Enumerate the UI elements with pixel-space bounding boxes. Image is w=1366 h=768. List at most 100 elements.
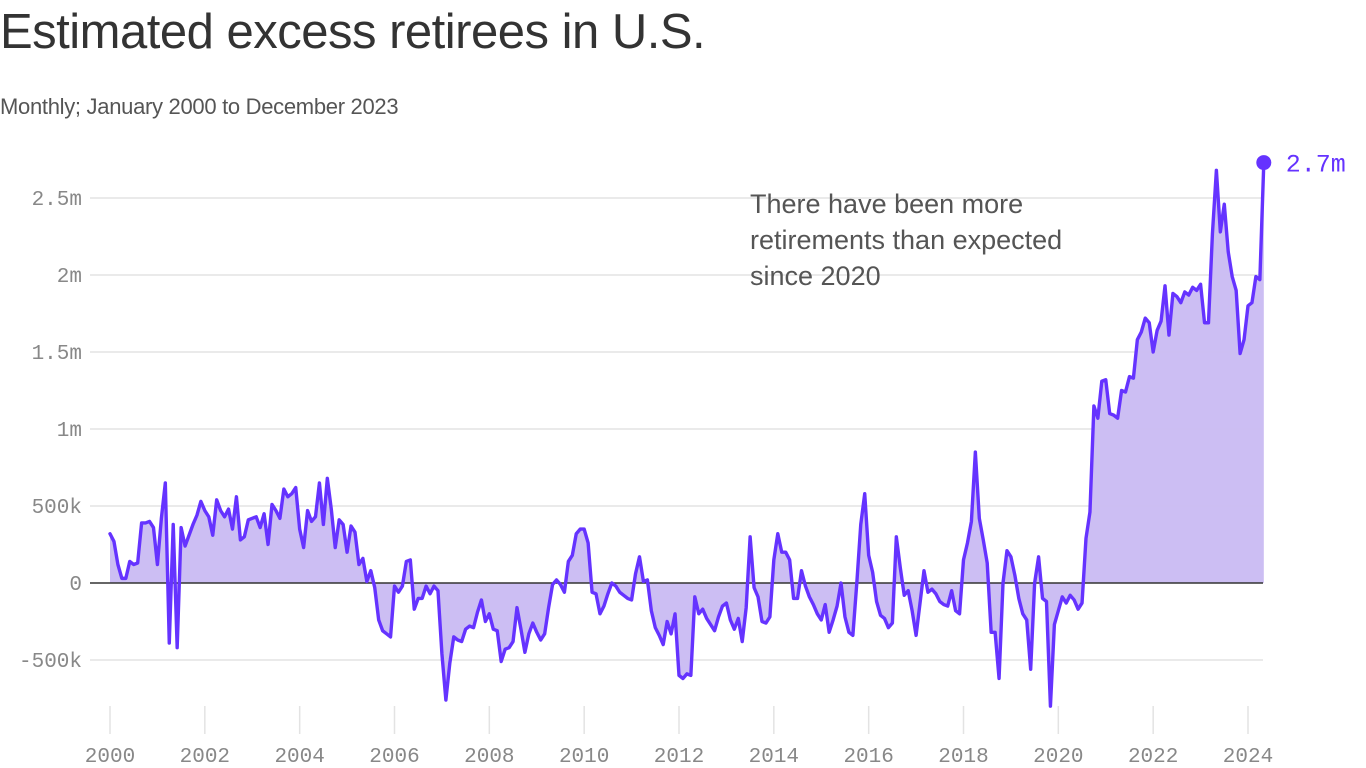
data-point <box>1187 293 1191 297</box>
data-point <box>1048 704 1052 708</box>
data-point <box>1238 352 1242 356</box>
data-point <box>349 524 353 528</box>
data-point <box>863 492 867 496</box>
data-point <box>673 612 677 616</box>
data-point <box>1084 536 1088 540</box>
data-point <box>756 595 760 599</box>
data-point <box>886 626 890 630</box>
data-point <box>962 558 966 562</box>
x-tick-label: 2014 <box>749 746 799 768</box>
y-tick-label: 1m <box>57 420 82 443</box>
data-point <box>1041 596 1045 600</box>
data-point <box>594 592 598 596</box>
data-point <box>693 595 697 599</box>
data-point <box>183 544 187 548</box>
data-point <box>744 606 748 610</box>
data-point <box>938 599 942 603</box>
data-point <box>555 578 559 582</box>
data-point <box>1088 510 1092 514</box>
data-point <box>792 596 796 600</box>
data-point <box>171 522 175 526</box>
data-point <box>748 535 752 539</box>
data-point <box>337 518 341 522</box>
data-point <box>942 603 946 607</box>
data-point <box>523 650 527 654</box>
data-point <box>230 527 234 531</box>
data-point <box>1246 304 1250 308</box>
data-point <box>132 563 136 567</box>
data-point <box>985 561 989 565</box>
data-point <box>847 630 851 634</box>
data-point <box>1096 416 1100 420</box>
data-point <box>215 498 219 502</box>
data-point <box>1199 282 1203 286</box>
data-point <box>839 581 843 585</box>
data-point <box>393 584 397 588</box>
data-point <box>1017 596 1021 600</box>
data-point <box>223 515 227 519</box>
data-point <box>677 673 681 677</box>
data-point <box>728 618 732 622</box>
data-point <box>148 519 152 523</box>
data-point <box>155 563 159 567</box>
data-point <box>807 595 811 599</box>
data-point <box>227 507 231 511</box>
data-point <box>1171 291 1175 295</box>
data-point <box>867 553 871 557</box>
data-point <box>432 584 436 588</box>
data-point <box>116 563 120 567</box>
data-point <box>1080 601 1084 605</box>
end-point-marker[interactable] <box>1256 155 1272 171</box>
data-point <box>630 598 634 602</box>
data-point <box>634 572 638 576</box>
data-point <box>1021 612 1025 616</box>
data-point <box>946 604 950 608</box>
data-point <box>902 593 906 597</box>
data-point <box>1206 321 1210 325</box>
data-point <box>159 516 163 520</box>
data-point <box>815 612 819 616</box>
data-point <box>665 620 669 624</box>
data-point <box>701 607 705 611</box>
data-point <box>930 587 934 591</box>
data-point <box>1222 202 1226 206</box>
data-point <box>705 616 709 620</box>
data-point <box>811 603 815 607</box>
data-point <box>851 633 855 637</box>
data-point <box>246 518 250 522</box>
data-point <box>250 516 254 520</box>
data-point <box>622 593 626 597</box>
data-point <box>724 601 728 605</box>
annotation-line: since 2020 <box>750 261 881 291</box>
data-point <box>519 627 523 631</box>
data-point <box>1100 379 1104 383</box>
data-point <box>796 596 800 600</box>
data-point <box>1116 416 1120 420</box>
data-point <box>302 546 306 550</box>
data-point <box>879 613 883 617</box>
data-point <box>112 539 116 543</box>
data-point <box>353 530 357 534</box>
data-point <box>238 538 242 542</box>
x-tick-label: 2012 <box>654 746 704 768</box>
data-point <box>140 521 144 525</box>
data-point <box>511 640 515 644</box>
data-point <box>531 621 535 625</box>
data-point <box>977 516 981 520</box>
data-point <box>1033 581 1037 585</box>
data-point <box>958 612 962 616</box>
data-point <box>835 604 839 608</box>
data-point <box>1155 328 1159 332</box>
data-point <box>298 527 302 531</box>
data-point <box>732 627 736 631</box>
data-point <box>483 620 487 624</box>
data-point <box>776 532 780 536</box>
data-point <box>562 590 566 594</box>
data-point <box>325 476 329 480</box>
data-point <box>819 618 823 622</box>
data-point <box>1052 623 1056 627</box>
data-point <box>535 630 539 634</box>
data-point <box>578 527 582 531</box>
annotation-line: There have been more <box>750 189 1023 219</box>
data-point <box>736 616 740 620</box>
